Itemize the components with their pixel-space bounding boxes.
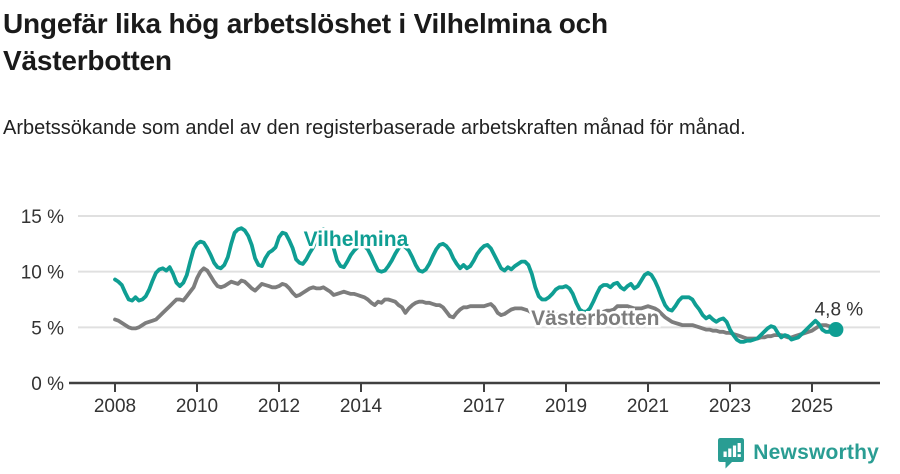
x-tick-label: 2010 xyxy=(176,396,218,417)
vilhelmina-line xyxy=(113,226,838,344)
chart-title: Ungefär lika hög arbetslöshet i Vilhelmi… xyxy=(3,8,608,76)
x-tick-label: 2012 xyxy=(258,396,300,417)
newsworthy-logo-icon xyxy=(718,438,745,469)
y-tick-label: 0 % xyxy=(31,374,64,395)
x-tick-label: 2017 xyxy=(463,396,505,417)
latest-value-marker xyxy=(828,322,844,338)
x-tick-label: 2021 xyxy=(627,396,669,417)
brand-name: Newsworthy xyxy=(753,441,879,464)
x-tick-label: 2019 xyxy=(545,396,587,417)
vilhelmina-series-label: Vilhelmina xyxy=(304,228,409,251)
x-tick-label: 2008 xyxy=(94,396,136,417)
x-tick-label: 2023 xyxy=(709,396,751,417)
vsterbotten-series-label: Västerbotten xyxy=(531,307,659,330)
brand-footer: Newsworthy xyxy=(716,437,879,469)
chart-subtitle: Arbetssökande som andel av den registerb… xyxy=(3,117,746,139)
vsterbotten-line xyxy=(113,266,838,341)
x-tick-label: 2014 xyxy=(340,396,383,417)
x-tick-label: 2025 xyxy=(791,396,833,417)
y-tick-label: 15 % xyxy=(21,207,64,228)
y-tick-label: 5 % xyxy=(31,318,64,339)
latest-value-label: 4,8 % xyxy=(815,300,864,321)
y-tick-label: 10 % xyxy=(21,263,64,284)
unemployment-line-chart: 0 % 5 % 10 % 15 % 2008 2010 2012 2014 2017 2019 20… xyxy=(21,207,880,417)
